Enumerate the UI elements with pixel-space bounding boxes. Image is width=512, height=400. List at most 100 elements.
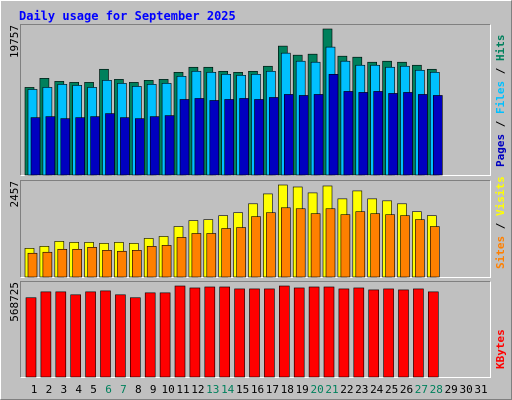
bar [105, 113, 115, 176]
bar [323, 286, 335, 378]
bar [328, 74, 339, 176]
bar [117, 250, 127, 278]
x-tick-label: 13 [206, 383, 219, 396]
bar [164, 115, 175, 176]
legend-entry: Files [494, 81, 507, 114]
bar [40, 291, 52, 378]
panel-bevel-light [20, 281, 491, 378]
x-tick-label: 17 [266, 383, 279, 396]
legend-entry: Hits [494, 35, 507, 62]
x-tick-label: 1 [31, 383, 38, 396]
bar [115, 294, 126, 378]
bar [132, 250, 142, 278]
bar [70, 294, 81, 378]
x-tick-label: 26 [400, 383, 413, 396]
bar [249, 288, 260, 378]
bar [72, 248, 82, 278]
bar [179, 99, 190, 176]
bar [234, 288, 245, 378]
x-tick-label: 14 [221, 383, 235, 396]
bar [60, 118, 71, 176]
x-tick-label: 6 [105, 383, 112, 396]
x-tick-label: 20 [310, 383, 323, 396]
y-tick-label: 568725 [8, 282, 21, 322]
bar [146, 246, 157, 278]
x-tick-label: 27 [415, 383, 428, 396]
bar [224, 99, 234, 176]
x-tick-label: 4 [75, 383, 82, 396]
bar [219, 286, 230, 378]
legend-separator: / [494, 114, 507, 134]
x-tick-label: 31 [474, 383, 487, 396]
bar [340, 214, 351, 278]
bar [194, 98, 205, 176]
bar [432, 95, 443, 176]
bar [343, 91, 354, 176]
x-tick-label: 3 [60, 383, 67, 396]
bar [251, 216, 261, 278]
bar [30, 117, 41, 176]
bar [100, 290, 111, 378]
x-tick-label: 18 [281, 383, 294, 396]
x-tick-label: 24 [370, 383, 384, 396]
x-tick-label: 9 [150, 383, 157, 396]
bar [355, 211, 366, 278]
panel-bevel-dark [20, 24, 491, 176]
bar [383, 288, 394, 378]
bar [269, 97, 279, 176]
bar [308, 286, 320, 378]
legend-entry: Visits [494, 176, 507, 216]
bar [264, 288, 275, 378]
bar [144, 292, 156, 378]
bar [388, 93, 398, 176]
bar [27, 252, 38, 278]
bar [55, 291, 67, 378]
legend-entry: Sites [494, 236, 507, 269]
bar [429, 226, 440, 278]
bar [176, 237, 187, 278]
legend: KBytes [494, 329, 507, 369]
panel-bevel-light [20, 24, 491, 176]
x-tick-label: 23 [355, 383, 368, 396]
bar [239, 98, 249, 176]
legend-entry: Pages [494, 134, 507, 167]
x-tick-label: 28 [430, 383, 443, 396]
bar [209, 100, 220, 176]
bar [413, 288, 424, 378]
y-tick-label: 19757 [8, 25, 21, 58]
bar [149, 116, 160, 176]
bar [398, 289, 409, 378]
legend: Pages / Files / Hits [494, 35, 507, 168]
bar [338, 288, 350, 378]
bar [87, 247, 97, 278]
bar [370, 213, 381, 278]
bar [75, 117, 85, 176]
bar [174, 285, 186, 378]
bar [418, 94, 428, 176]
x-tick-label: 12 [191, 383, 204, 396]
bar [221, 228, 231, 278]
x-tick-label: 11 [176, 383, 189, 396]
bar [25, 297, 37, 378]
bar [358, 92, 369, 176]
bar [159, 292, 171, 378]
x-tick-label: 21 [325, 383, 338, 396]
x-tick-label: 7 [120, 383, 127, 396]
bar [189, 287, 201, 378]
bar [298, 95, 309, 176]
bar [385, 214, 395, 278]
legend: Sites / Visits [494, 176, 507, 269]
x-tick-label: 22 [340, 383, 353, 396]
bar [266, 212, 276, 278]
x-tick-label: 19 [296, 383, 309, 396]
bar [45, 116, 56, 176]
x-tick-label: 10 [161, 383, 174, 396]
bar [400, 215, 410, 278]
bar [325, 208, 336, 278]
legend-separator: / [494, 216, 507, 236]
bar [102, 250, 112, 278]
bar [295, 208, 306, 278]
bar [120, 117, 130, 176]
